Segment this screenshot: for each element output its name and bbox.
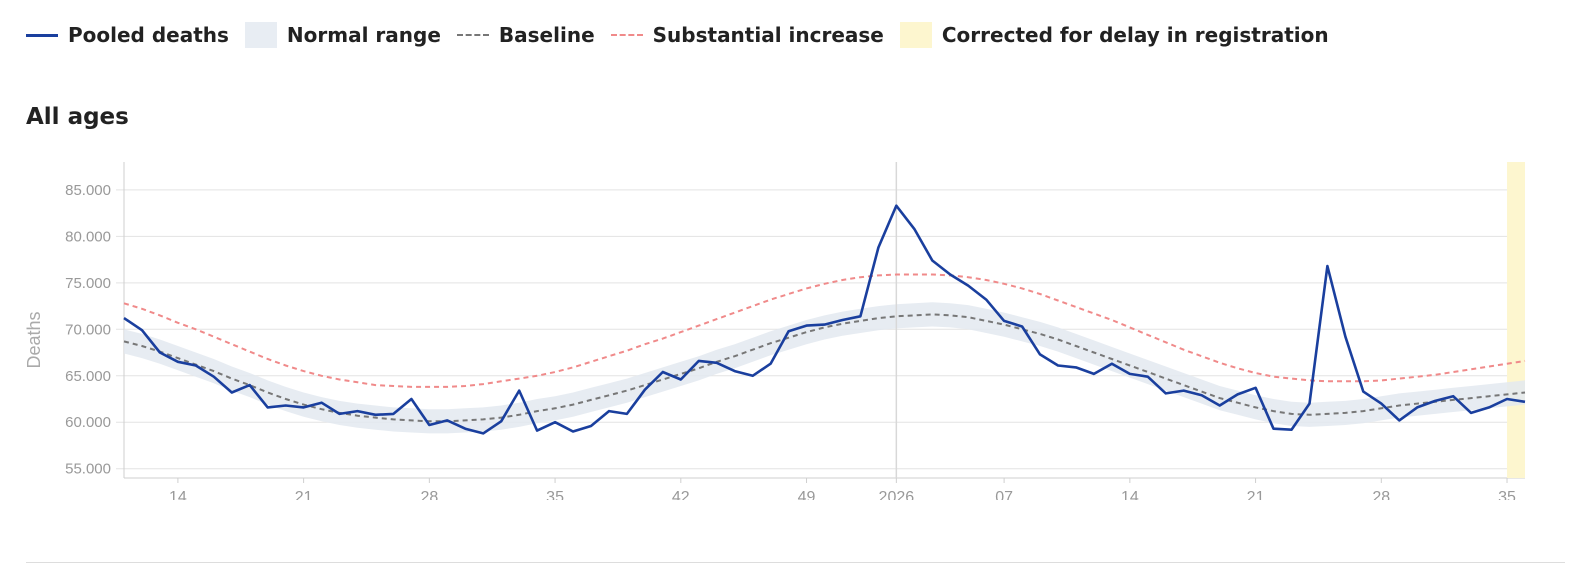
bottom-divider xyxy=(26,562,1565,563)
pooled-deaths-line xyxy=(123,204,1526,435)
x-tick-label: 21 xyxy=(1247,489,1265,500)
corrected-region xyxy=(1507,162,1525,478)
pooled-deaths-swatch xyxy=(26,33,58,37)
y-tick-label: 75.000 xyxy=(65,275,111,292)
legend-label: Pooled deaths xyxy=(68,23,229,47)
line-chart: 55.000 60.000 65.000 70.000 75.000 80.000 85.0… xyxy=(24,162,1526,500)
legend-item-substantial-increase[interactable]: Substantial increase xyxy=(610,23,884,47)
baseline-swatch xyxy=(456,34,489,36)
y-tick-label: 60.000 xyxy=(65,414,111,431)
x-tick-label: 35 xyxy=(1498,489,1516,500)
chart-subtitle: All ages xyxy=(26,104,129,130)
legend-item-corrected[interactable]: Corrected for delay in registration xyxy=(899,22,1329,48)
legend-label: Baseline xyxy=(498,23,595,47)
normal-range-band xyxy=(124,302,1525,434)
legend-label: Normal range xyxy=(286,23,441,47)
legend-item-normal-range[interactable]: Normal range xyxy=(244,22,441,48)
x-tick-label: 14 xyxy=(169,489,187,500)
legend-label: Substantial increase xyxy=(652,23,884,47)
x-tick-label: 07 xyxy=(995,489,1013,500)
y-tick-label: 80.000 xyxy=(65,228,111,245)
x-tick-label: 2026 xyxy=(879,489,915,500)
y-tick-label: 65.000 xyxy=(65,368,111,385)
y-axis-label: Deaths xyxy=(24,311,44,368)
x-tick-label: 42 xyxy=(672,489,690,500)
x-tick-label: 14 xyxy=(1121,489,1139,500)
legend-item-pooled-deaths[interactable]: Pooled deaths xyxy=(26,23,229,47)
x-tick-label: 35 xyxy=(546,489,564,500)
normal-range-swatch xyxy=(244,22,277,48)
legend: Pooled deaths Normal range Baseline Subs… xyxy=(26,18,1345,52)
y-tick-label: 70.000 xyxy=(65,321,111,338)
legend-item-baseline[interactable]: Baseline xyxy=(456,23,595,47)
y-tick-label: 85.000 xyxy=(65,182,111,199)
x-tick-label: 28 xyxy=(1372,489,1390,500)
baseline-line xyxy=(123,313,1526,423)
y-tick-label: 55.000 xyxy=(65,461,111,478)
x-tick-label: 49 xyxy=(798,489,816,500)
x-tick-label: 28 xyxy=(420,489,438,500)
substantial-increase-line xyxy=(123,273,1526,388)
corrected-swatch xyxy=(899,22,932,48)
x-tick-label: 21 xyxy=(295,489,313,500)
substantial-increase-swatch xyxy=(610,34,643,36)
legend-label: Corrected for delay in registration xyxy=(941,23,1329,47)
